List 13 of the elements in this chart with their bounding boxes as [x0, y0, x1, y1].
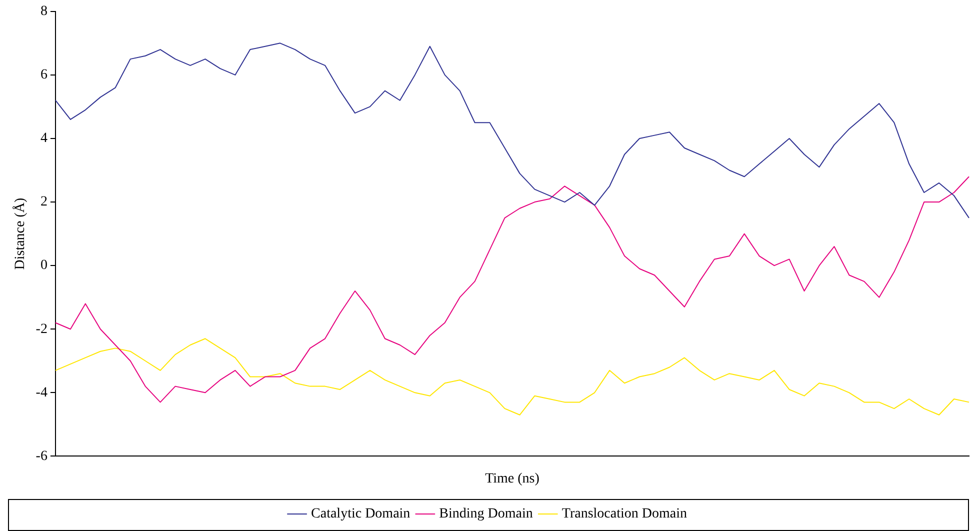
legend-label: Catalytic Domain	[311, 506, 410, 522]
x-axis-title: Time (ns)	[485, 471, 540, 486]
y-tick-label: 4	[40, 131, 48, 146]
y-tick-label: 0	[40, 258, 48, 274]
y-tick-label: 8	[40, 4, 48, 20]
y-tick-label: -6	[36, 448, 48, 464]
y-tick-label: -4	[36, 385, 48, 400]
y-axis-title: Distance (Å)	[12, 198, 28, 270]
legend-label: Translocation Domain	[562, 506, 687, 522]
y-tick-label: -2	[36, 322, 48, 337]
legend-label: Binding Domain	[439, 506, 533, 522]
y-tick-label: 6	[40, 68, 48, 83]
y-tick-label: 2	[40, 194, 48, 210]
